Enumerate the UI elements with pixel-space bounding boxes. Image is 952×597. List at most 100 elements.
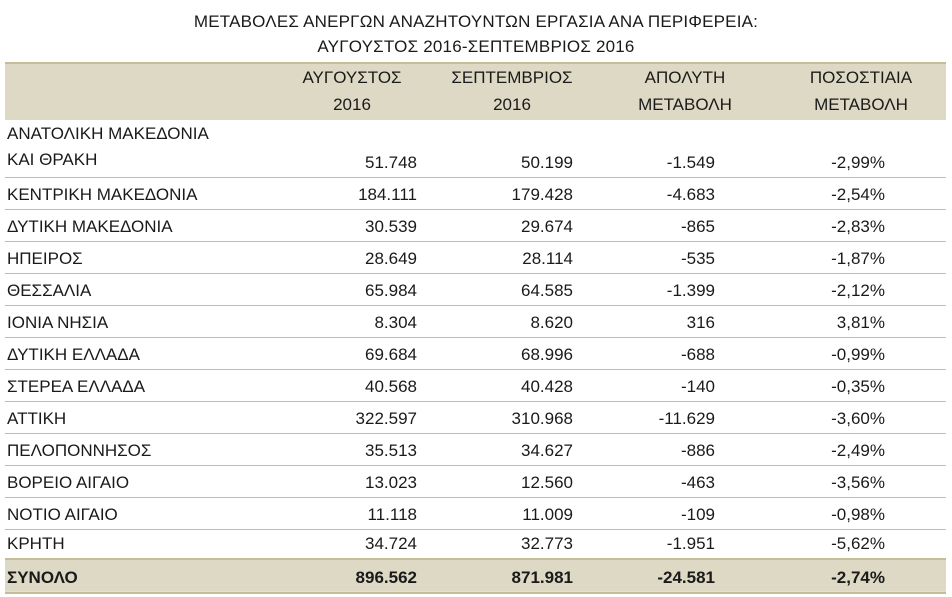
- table-row: ΑΝΑΤΟΛΙΚΗ ΜΑΚΕΔΟΝΙΑ ΚΑΙ ΘΡΑΚΗ 51.748 50.…: [5, 119, 946, 178]
- percent-change-value: -2,12%: [831, 281, 885, 300]
- table-row: ΙΟΝΙΑ ΝΗΣΙΑ 8.304 8.620 316 3,81%: [5, 306, 946, 338]
- region-name: ΘΕΣΣΑΛΙΑ: [7, 281, 92, 300]
- table-row: ΘΕΣΣΑΛΙΑ 65.984 64.585 -1.399 -2,12%: [5, 274, 946, 306]
- absolute-change-value: -886: [680, 441, 715, 460]
- header-percent-change: ΠΟΣΟΣΤΙΑΙΑ ΜΕΤΑΒΟΛΗ: [781, 64, 941, 120]
- percent-change-value: 3,81%: [836, 313, 885, 332]
- september-value: 68.996: [521, 345, 573, 364]
- region-name: ΠΕΛΟΠΟΝΝΗΣΟΣ: [7, 441, 152, 460]
- absolute-change-value: 316: [686, 313, 715, 332]
- table-row: ΣΤΕΡΕΑ ΕΛΛΑΔΑ 40.568 40.428 -140 -0,35%: [5, 370, 946, 402]
- header-august: ΑΥΓΟΥΣΤΟΣ 2016: [272, 64, 432, 120]
- september-value: 64.585: [521, 281, 573, 300]
- header-september-line1: ΣΕΠΤΕΜΒΡΙΟΣ: [451, 68, 573, 87]
- region-name: ΗΠΕΙΡΟΣ: [7, 249, 83, 268]
- absolute-change-value: -1.951: [666, 534, 715, 553]
- total-september-value: 871.981: [511, 568, 573, 587]
- september-value: 11.009: [522, 505, 573, 524]
- absolute-change-value: -865: [680, 217, 715, 236]
- total-absolute-change-value: -24.581: [657, 568, 715, 587]
- table-row: ΝΟΤΙΟ ΑΙΓΑΙΟ 11.118 11.009 -109 -0,98%: [5, 498, 946, 530]
- absolute-change-value: -109: [680, 505, 715, 524]
- august-value: 35.513: [365, 441, 417, 460]
- table-row: ΚΡΗΤΗ 34.724 32.773 -1.951 -5,62%: [5, 530, 946, 558]
- region-name: ΝΟΤΙΟ ΑΙΓΑΙΟ: [7, 505, 118, 524]
- table-title-line2: ΑΥΓΟΥΣΤΟΣ 2016-ΣΕΠΤΕΜΒΡΙΟΣ 2016: [317, 37, 635, 56]
- absolute-change-value: -535: [680, 249, 715, 268]
- total-august-value: 896.562: [355, 568, 417, 587]
- total-row: ΣΥΝΟΛΟ 896.562 871.981 -24.581 -2,74%: [5, 558, 946, 594]
- region-name: ΙΟΝΙΑ ΝΗΣΙΑ: [7, 313, 109, 332]
- percent-change-value: -1,87%: [831, 249, 885, 268]
- absolute-change-value: -1.399: [666, 281, 715, 300]
- table-row: ΔΥΤΙΚΗ ΜΑΚΕΔΟΝΙΑ 30.539 29.674 -865 -2,8…: [5, 210, 946, 242]
- september-value: 29.674: [521, 217, 573, 236]
- percent-change-value: -2,99%: [831, 153, 885, 172]
- august-value: 8.304: [374, 313, 417, 332]
- absolute-change-value: -463: [680, 473, 715, 492]
- percent-change-value: -0,35%: [831, 377, 885, 396]
- table-header: ΑΥΓΟΥΣΤΟΣ 2016 ΣΕΠΤΕΜΒΡΙΟΣ 2016 ΑΠΟΛΥΤΗ …: [5, 62, 946, 120]
- september-value: 40.428: [521, 377, 573, 396]
- percent-change-value: -2,49%: [831, 441, 885, 460]
- percent-change-value: -2,54%: [831, 185, 885, 204]
- region-name: ΔΥΤΙΚΗ ΜΑΚΕΔΟΝΙΑ: [7, 217, 173, 236]
- header-percent-line1: ΠΟΣΟΣΤΙΑΙΑ: [809, 68, 913, 87]
- header-percent-line2: ΜΕΤΑΒΟΛΗ: [814, 95, 908, 114]
- bottom-divider: [5, 591, 946, 592]
- august-value: 65.984: [365, 281, 417, 300]
- header-september-line2: 2016: [493, 95, 531, 114]
- september-value: 12.560: [521, 473, 573, 492]
- august-value: 69.684: [365, 345, 417, 364]
- table-row: ΔΥΤΙΚΗ ΕΛΛΑΔΑ 69.684 68.996 -688 -0,99%: [5, 338, 946, 370]
- september-value: 8.620: [530, 313, 573, 332]
- percent-change-value: -0,99%: [831, 345, 885, 364]
- header-absolute-line2: ΜΕΤΑΒΟΛΗ: [638, 95, 732, 114]
- percent-change-value: -0,98%: [831, 505, 885, 524]
- table-row: ΒΟΡΕΙΟ ΑΙΓΑΙΟ 13.023 12.560 -463 -3,56%: [5, 466, 946, 498]
- september-value: 34.627: [521, 441, 573, 460]
- region-name: ΚΡΗΤΗ: [7, 534, 65, 553]
- table-row: ΗΠΕΙΡΟΣ 28.649 28.114 -535 -1,87%: [5, 242, 946, 274]
- september-value: 32.773: [521, 534, 573, 553]
- august-value: 34.724: [365, 534, 417, 553]
- absolute-change-value: -1.549: [666, 153, 715, 172]
- september-value: 310.968: [511, 409, 573, 428]
- region-name: ΚΕΝΤΡΙΚΗ ΜΑΚΕΔΟΝΙΑ: [7, 185, 198, 204]
- header-august-line2: 2016: [333, 95, 371, 114]
- header-absolute-line1: ΑΠΟΛΥΤΗ: [644, 68, 726, 87]
- percent-change-value: -3,56%: [831, 473, 885, 492]
- percent-change-value: -3,60%: [831, 409, 885, 428]
- september-value: 28.114: [522, 249, 573, 268]
- total-label: ΣΥΝΟΛΟ: [7, 568, 78, 587]
- august-value: 28.649: [365, 249, 417, 268]
- header-august-line1: ΑΥΓΟΥΣΤΟΣ: [302, 68, 402, 87]
- total-percent-change-value: -2,74%: [831, 568, 885, 587]
- region-name: ΒΟΡΕΙΟ ΑΙΓΑΙΟ: [7, 473, 130, 492]
- absolute-change-value: -140: [680, 377, 715, 396]
- table-row: ΠΕΛΟΠΟΝΝΗΣΟΣ 35.513 34.627 -886 -2,49%: [5, 434, 946, 466]
- absolute-change-value: -11.629: [658, 409, 715, 428]
- august-value: 30.539: [365, 217, 417, 236]
- august-value: 11.118: [367, 505, 417, 524]
- region-cell: ΑΝΑΤΟΛΙΚΗ ΜΑΚΕΔΟΝΙΑ ΚΑΙ ΘΡΑΚΗ: [7, 119, 297, 177]
- header-september: ΣΕΠΤΕΜΒΡΙΟΣ 2016: [432, 64, 592, 120]
- august-value: 51.748: [365, 153, 417, 172]
- absolute-change-value: -688: [680, 345, 715, 364]
- table-row: ΚΕΝΤΡΙΚΗ ΜΑΚΕΔΟΝΙΑ 184.111 179.428 -4.68…: [5, 178, 946, 210]
- region-name-line2: ΚΑΙ ΘΡΑΚΗ: [7, 150, 98, 169]
- percent-change-value: -5,62%: [831, 534, 885, 553]
- september-value: 179.428: [511, 185, 573, 204]
- percent-change-value: -2,83%: [831, 217, 885, 236]
- region-name-line1: ΑΝΑΤΟΛΙΚΗ ΜΑΚΕΔΟΝΙΑ: [7, 124, 209, 143]
- region-name: ΑΤΤΙΚΗ: [7, 409, 67, 428]
- september-value: 50.199: [521, 153, 573, 172]
- august-value: 40.568: [365, 377, 417, 396]
- absolute-change-value: -4.683: [666, 185, 715, 204]
- august-value: 184.111: [358, 185, 417, 204]
- august-value: 322.597: [355, 409, 417, 428]
- header-absolute-change: ΑΠΟΛΥΤΗ ΜΕΤΑΒΟΛΗ: [605, 64, 765, 120]
- region-name: ΣΤΕΡΕΑ ΕΛΛΑΔΑ: [7, 377, 146, 396]
- table-row: ΑΤΤΙΚΗ 322.597 310.968 -11.629 -3,60%: [5, 402, 946, 434]
- table-title-line1: ΜΕΤΑΒΟΛΕΣ ΑΝΕΡΓΩΝ ΑΝΑΖΗΤΟΥΝΤΩΝ ΕΡΓΑΣΙΑ Α…: [193, 12, 759, 31]
